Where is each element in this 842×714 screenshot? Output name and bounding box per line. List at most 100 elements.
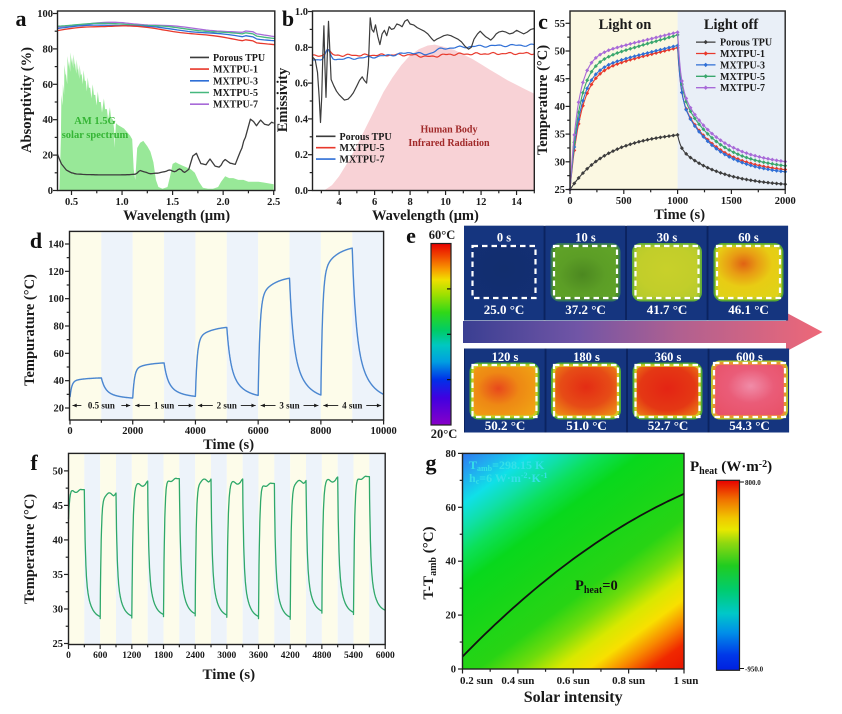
svg-text:1 sun: 1 sun [674,675,699,687]
svg-text:Emissivity: Emissivity [275,67,291,132]
svg-text:120: 120 [48,267,64,278]
svg-text:80: 80 [43,44,54,55]
svg-text:5400: 5400 [344,651,363,661]
svg-text:MXTPU-7: MXTPU-7 [213,100,258,111]
svg-text:30: 30 [555,157,566,168]
svg-text:25.0 °C: 25.0 °C [484,302,525,317]
svg-text:0.8: 0.8 [295,43,308,54]
svg-text:f: f [30,450,38,475]
svg-text:g: g [426,450,437,475]
svg-text:6: 6 [372,197,377,208]
svg-text:Time (s): Time (s) [202,667,255,683]
svg-text:MXTPU-3: MXTPU-3 [213,76,258,87]
svg-text:MXTPU-1: MXTPU-1 [720,49,765,60]
svg-text:a: a [16,6,27,31]
svg-text:55: 55 [555,19,566,30]
svg-text:Solar intensity: Solar intensity [524,689,623,706]
svg-text:1 sun: 1 sun [154,401,174,411]
svg-text:0.6: 0.6 [295,79,308,90]
svg-text:3600: 3600 [249,651,268,661]
svg-text:0: 0 [567,196,572,207]
svg-text:600 s: 600 s [736,350,763,364]
svg-text:60: 60 [43,80,54,91]
svg-text:40: 40 [446,557,457,568]
svg-text:50: 50 [53,466,64,477]
svg-text:46.1 °C: 46.1 °C [728,302,769,317]
svg-text:60°C: 60°C [429,228,456,242]
svg-text:Human Body: Human Body [421,125,478,136]
svg-text:120 s: 120 s [492,350,519,364]
svg-text:2000: 2000 [122,426,143,437]
svg-text:45: 45 [53,501,64,512]
svg-text:1500: 1500 [721,196,742,207]
svg-text:0.0: 0.0 [295,186,308,197]
svg-text:20: 20 [54,404,65,415]
svg-text:T-Tamb (°C): T-Tamb (°C) [421,526,439,599]
svg-text:6000: 6000 [376,651,395,661]
svg-text:2000: 2000 [775,196,796,207]
svg-text:180 s: 180 s [573,350,600,364]
svg-text:0 s: 0 s [497,231,511,245]
svg-text:0.5 sun: 0.5 sun [88,401,115,411]
svg-text:30 s: 30 s [657,231,678,245]
svg-text:4800: 4800 [312,651,331,661]
svg-text:40: 40 [43,115,54,126]
svg-text:-950.0: -950.0 [745,666,764,674]
svg-text:140: 140 [48,240,64,251]
svg-text:Temperature (°C): Temperature (°C) [22,494,38,604]
svg-text:Absorptivity (%): Absorptivity (%) [19,47,35,153]
svg-text:3000: 3000 [217,651,236,661]
svg-text:MXTPU-5: MXTPU-5 [213,88,258,99]
svg-text:50.2 °C: 50.2 °C [485,418,526,433]
svg-text:25: 25 [555,185,566,196]
svg-text:0.8 sun: 0.8 sun [612,675,645,687]
svg-text:37.2 °C: 37.2 °C [565,302,606,317]
svg-text:14: 14 [511,197,522,208]
svg-text:20°C: 20°C [431,427,458,441]
svg-text:0.5: 0.5 [65,197,78,208]
svg-text:80: 80 [446,449,457,460]
svg-text:20: 20 [43,151,54,162]
svg-text:AM 1.5G: AM 1.5G [74,116,115,127]
svg-text:10000: 10000 [370,426,396,437]
svg-text:1200: 1200 [122,651,141,661]
svg-text:60: 60 [446,503,457,514]
svg-text:Tempurature (°C): Tempurature (°C) [22,274,38,386]
svg-text:1.0: 1.0 [115,197,128,208]
svg-text:40: 40 [555,102,566,113]
svg-text:100: 100 [37,9,53,20]
svg-text:1.5: 1.5 [166,197,179,208]
svg-text:MXTPU-7: MXTPU-7 [340,155,385,166]
svg-text:1.0: 1.0 [295,7,308,18]
svg-text:d: d [30,228,42,253]
svg-text:600: 600 [93,651,108,661]
svg-text:solar spectrum: solar spectrum [62,130,129,141]
svg-text:0.6 sun: 0.6 sun [557,675,590,687]
svg-text:40: 40 [54,376,65,387]
svg-text:35: 35 [555,130,566,141]
svg-text:2400: 2400 [186,651,205,661]
svg-text:8: 8 [407,197,412,208]
svg-text:52.7 °C: 52.7 °C [648,418,689,433]
svg-text:80: 80 [54,322,65,333]
svg-text:Wavelength (μm): Wavelength (μm) [123,208,230,224]
svg-text:MXTPU-7: MXTPU-7 [720,83,765,94]
svg-text:Light on: Light on [599,17,652,33]
svg-text:c: c [538,9,548,34]
svg-text:12: 12 [476,197,487,208]
svg-text:Wavelength (μm): Wavelength (μm) [372,208,479,224]
svg-text:54.3 °C: 54.3 °C [729,418,770,433]
svg-text:Time (s): Time (s) [654,207,705,223]
svg-text:3 sun: 3 sun [279,401,299,411]
svg-text:0.4 sun: 0.4 sun [501,675,534,687]
svg-text:41.7 °C: 41.7 °C [647,302,688,317]
svg-text:4: 4 [336,197,342,208]
svg-text:MXTPU-5: MXTPU-5 [720,72,765,83]
svg-text:e: e [406,223,416,248]
svg-text:0.2: 0.2 [295,150,308,161]
svg-text:Time (s): Time (s) [203,437,254,453]
svg-text:1800: 1800 [154,651,173,661]
svg-text:0: 0 [451,665,456,676]
svg-text:Light off: Light off [704,17,759,33]
svg-text:0: 0 [66,651,71,661]
